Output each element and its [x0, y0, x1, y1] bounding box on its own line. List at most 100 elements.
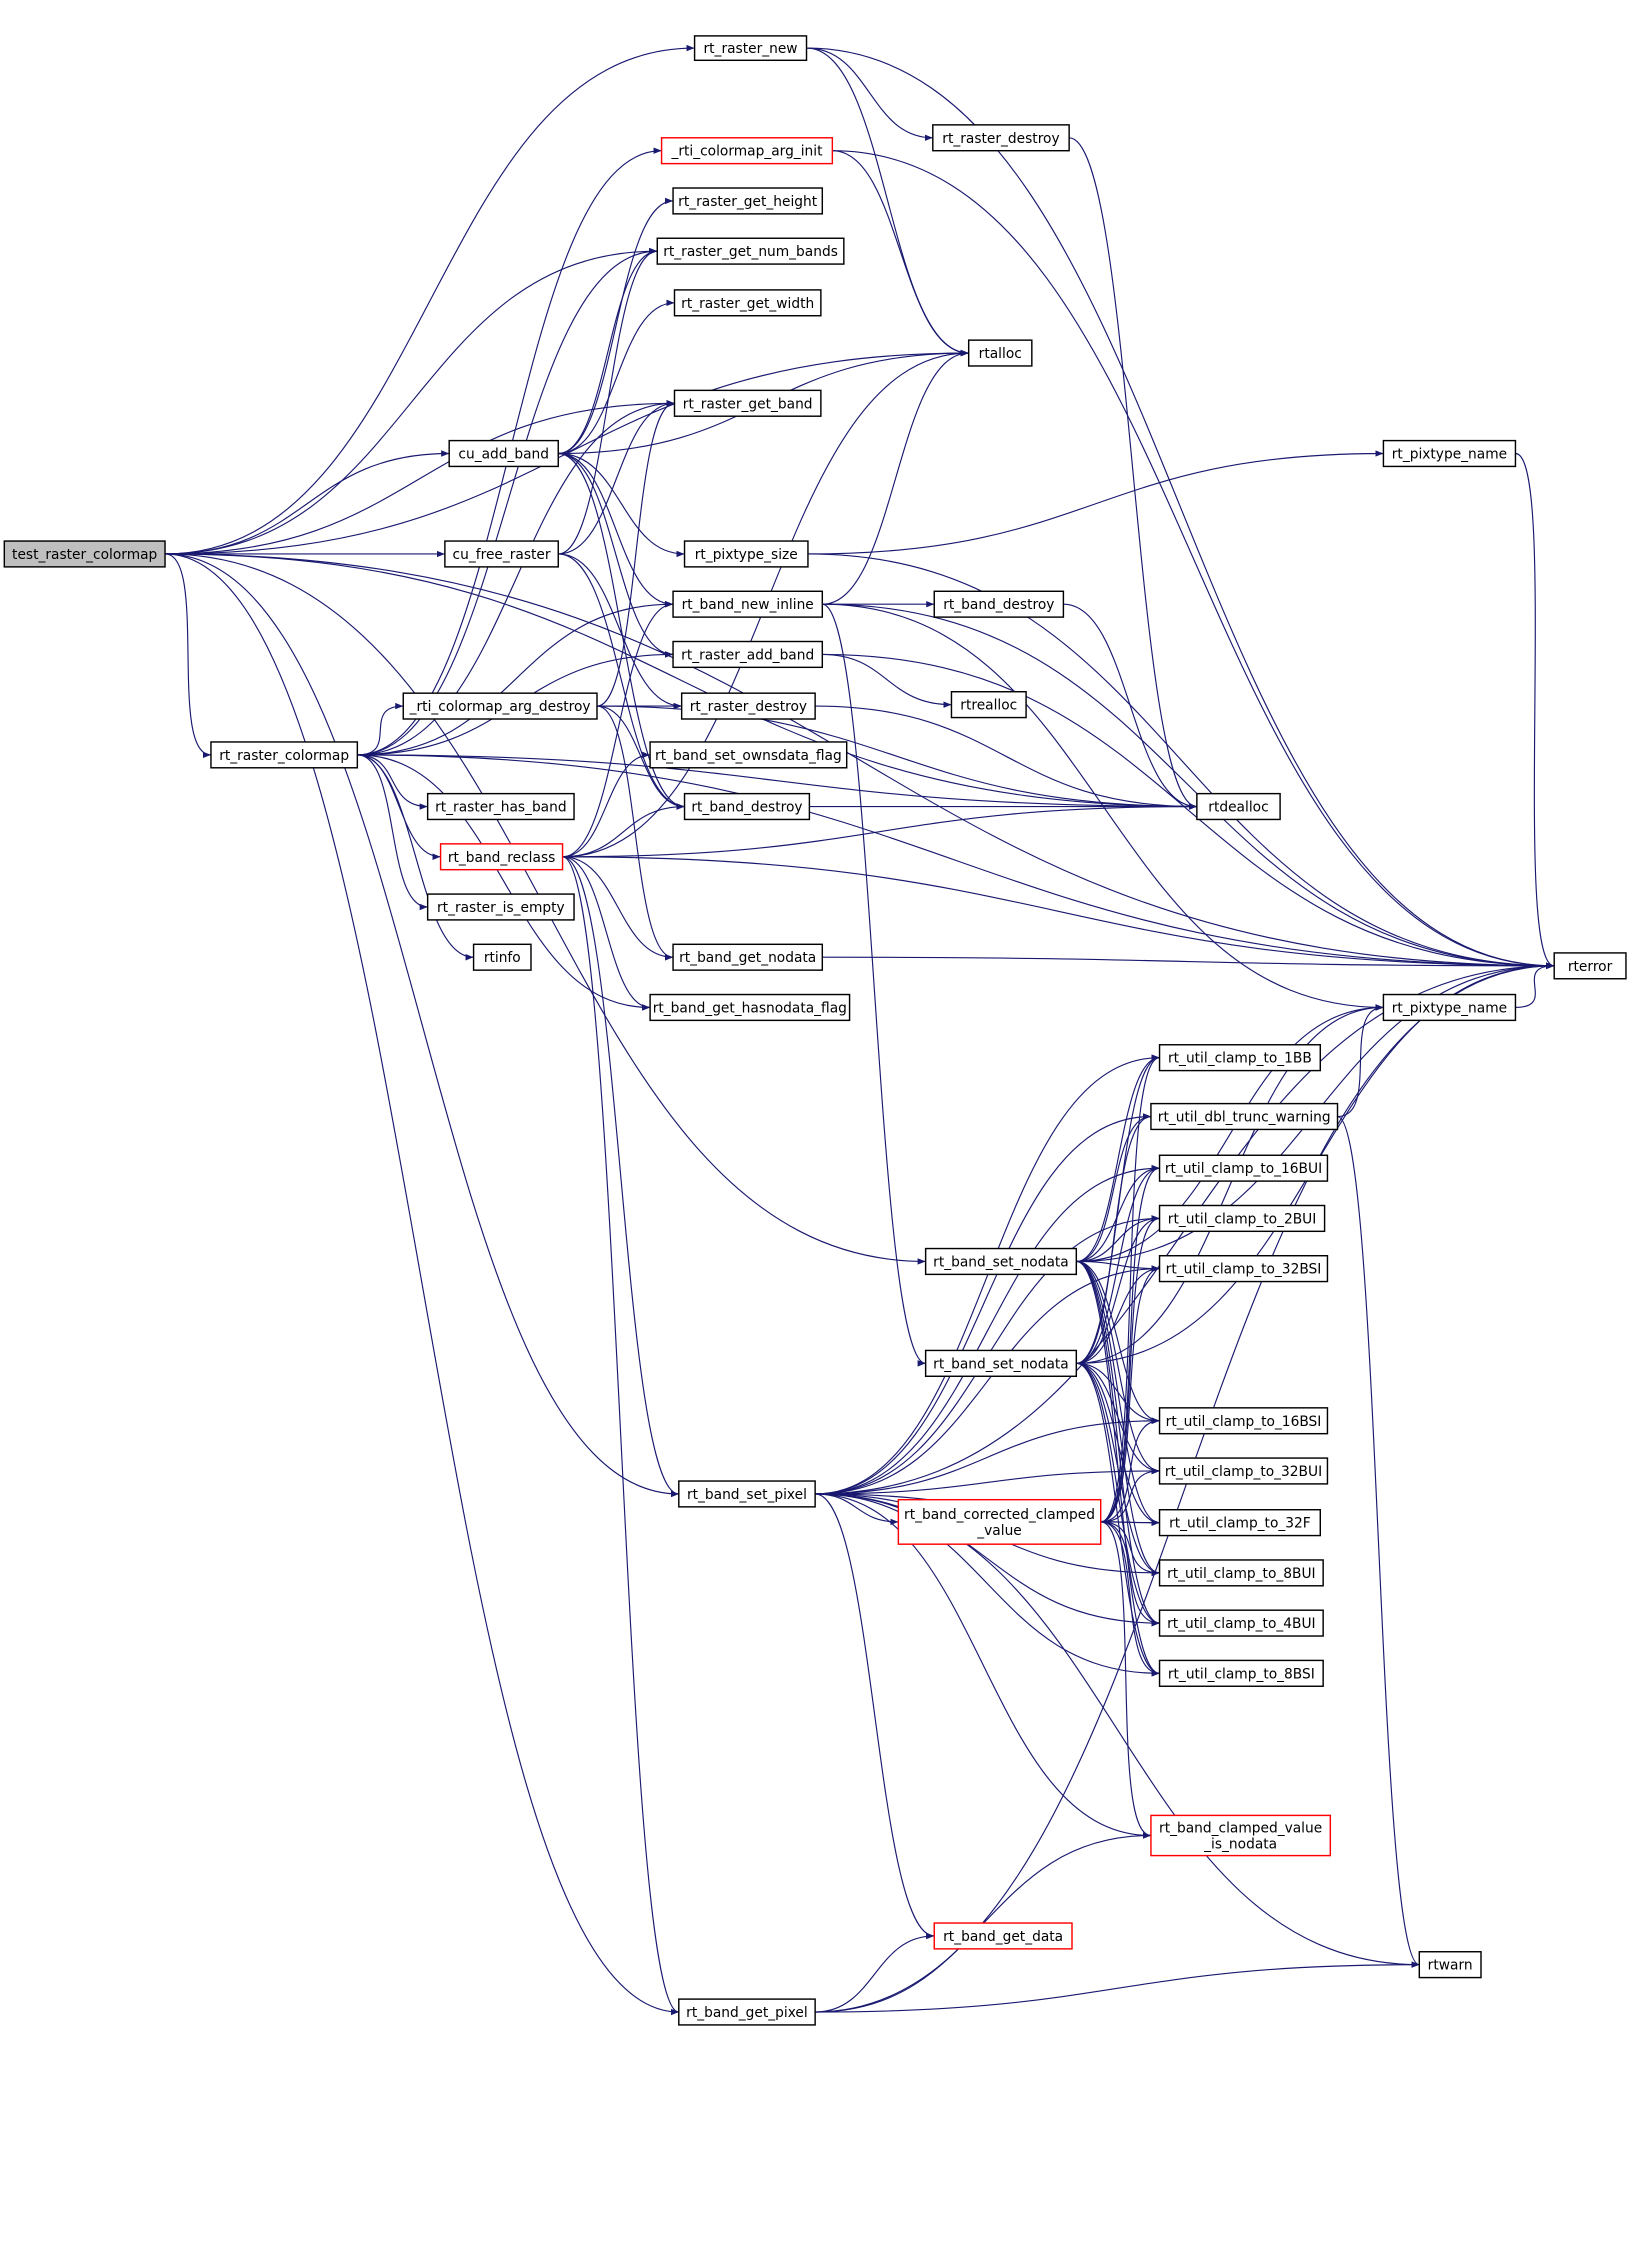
node-cu-add-band[interactable]: cu_add_band [448, 439, 559, 468]
edge-rt-util-dbl-trunc-warning-to-rt-pixtype-name-b [1337, 1004, 1384, 1118]
edge-rt-band-corrected-clamped-value-to-rt-util-clamp-to-32bsi [1100, 1265, 1160, 1523]
node-rt-band-get-hasnodata-flag[interactable]: rt_band_get_hasnodata_flag [649, 993, 851, 1022]
node-rt-band-clamped-value-is-nodata[interactable]: rt_band_clamped_value_is_nodata [1150, 1814, 1332, 1857]
node-rti-colormap-arg-init[interactable]: _rti_colormap_arg_init [660, 137, 834, 165]
nodes-layer: test_raster_colormap rt_raster_new _rti_co… [3, 35, 1627, 2026]
node-rt-band-set-nodata-a[interactable]: rt_band_set_nodata [924, 1247, 1078, 1276]
node-label: rt_band_new_inline [682, 597, 814, 613]
node-box [678, 1998, 816, 2026]
node-rt-band-set-ownsdata-flag[interactable]: rt_band_set_ownsdata_flag [649, 741, 848, 769]
node-rt-raster-get-height[interactable]: rt_raster_get_height [672, 187, 824, 215]
node-rterror[interactable]: rterror [1553, 952, 1627, 980]
node-rt-util-clamp-to-2bui[interactable]: rt_util_clamp_to_2BUI [1158, 1204, 1326, 1233]
node-label: rt_raster_has_band [435, 800, 566, 816]
node-rt-util-clamp-to-32f[interactable]: rt_util_clamp_to_32F [1158, 1509, 1321, 1537]
edge-rt-band-set-nodata-b-to-rt-util-clamp-to-32bsi [1076, 1265, 1160, 1364]
node-box [1382, 993, 1517, 1022]
node-rt-util-clamp-to-16bui[interactable]: rt_util_clamp_to_16BUI [1158, 1154, 1329, 1182]
edge-rt-band-set-pixel-to-rt-band-clamped-value-is-nodata [815, 1493, 1151, 1839]
node-rt-band-get-nodata[interactable]: rt_band_get_nodata [672, 943, 824, 971]
node-rt-raster-new[interactable]: rt_raster_new [693, 35, 808, 62]
node-rt-band-set-nodata-b[interactable]: rt_band_set_nodata [924, 1349, 1078, 1377]
node-rt-band-get-data[interactable]: rt_band_get_data [933, 1922, 1073, 1950]
node-rt-band-reclass[interactable]: rt_band_reclass [439, 843, 564, 871]
edge-cu-free-raster-to-rt-raster-destroy-b [558, 553, 682, 710]
edge-test-raster-colormap-to-rt-band-set-pixel [165, 553, 679, 1498]
node-rt-raster-add-band[interactable]: rt_raster_add_band [672, 640, 824, 669]
edge-rt-pixtype-size-to-rterror [807, 553, 1555, 970]
node-rtwarn[interactable]: rtwarn [1418, 1951, 1482, 1979]
node-rt-raster-destroy-b[interactable]: rt_raster_destroy [680, 692, 816, 720]
node-box [672, 590, 824, 618]
node-rt-band-destroy-a[interactable]: rt_band_destroy [933, 590, 1065, 618]
node-rt-pixtype-name-a[interactable]: rt_pixtype_name [1382, 439, 1517, 468]
node-cu-free-raster[interactable]: cu_free_raster [444, 540, 559, 568]
node-label: rt_util_clamp_to_32BUI [1165, 1464, 1322, 1480]
node-label: rt_band_set_nodata [933, 1254, 1069, 1270]
edges-layer [165, 44, 1555, 2016]
edge-rt-band-reclass-to-rt-band-get-hasnodata-flag [562, 856, 651, 1011]
edge-rt-util-dbl-trunc-warning-to-rtwarn [1337, 1115, 1420, 1968]
edge-rt-band-corrected-clamped-value-to-rt-util-clamp-to-16bsi [1100, 1417, 1160, 1523]
node-rtalloc[interactable]: rtalloc [967, 339, 1033, 367]
node-rt-raster-get-num-bands[interactable]: rt_raster_get_num_bands [656, 237, 845, 265]
node-label: rt_raster_get_num_bands [663, 244, 838, 260]
node-rt-band-corrected-clamped-value[interactable]: rt_band_corrected_clamped_value [897, 1498, 1102, 1545]
edge-rt-band-set-nodata-b-to-rt-util-dbl-trunc-warning [1076, 1113, 1151, 1364]
edge-cu-free-raster-to-rt-band-destroy-b [558, 553, 685, 810]
node-rt-band-destroy-b[interactable]: rt_band_destroy [683, 792, 811, 821]
node-rt-raster-has-band[interactable]: rt_raster_has_band [426, 792, 575, 821]
node-rt-util-clamp-to-16bsi[interactable]: rt_util_clamp_to_16BSI [1158, 1407, 1329, 1435]
node-label: rt_band_corrected_clamped [904, 1507, 1095, 1523]
node-box [444, 540, 559, 568]
node-rt-util-dbl-trunc-warning[interactable]: rt_util_dbl_trunc_warning [1150, 1102, 1339, 1131]
node-rt-band-get-pixel[interactable]: rt_band_get_pixel [678, 1998, 816, 2026]
node-rt-util-clamp-to-4bui[interactable]: rt_util_clamp_to_4BUI [1158, 1609, 1324, 1637]
node-rtrealloc[interactable]: rtrealloc [950, 691, 1027, 719]
node-box [426, 792, 575, 821]
node-rti-colormap-arg-destroy[interactable]: _rti_colormap_arg_destroy [402, 692, 598, 720]
node-rt-util-clamp-to-1bb[interactable]: rt_util_clamp_to_1BB [1158, 1044, 1321, 1072]
edge-rt-band-corrected-clamped-value-to-rt-util-clamp-to-16bui [1100, 1165, 1160, 1523]
edge-rt-band-new-inline-to-rterror [822, 603, 1555, 970]
node-box [933, 1922, 1073, 1950]
node-rt-raster-is-empty[interactable]: rt_raster_is_empty [426, 893, 575, 921]
node-label: rt_util_clamp_to_8BSI [1168, 1666, 1315, 1682]
edge-rti-colormap-arg-init-to-rterror [832, 150, 1555, 970]
node-rt-raster-get-band[interactable]: rt_raster_get_band [673, 389, 822, 417]
node-label: rt_pixtype_size [695, 547, 798, 563]
edge-rt-raster-new-to-rtalloc [806, 47, 969, 357]
node-label: _is_nodata [1203, 1836, 1277, 1852]
node-rtdealloc[interactable]: rtdealloc [1196, 792, 1281, 821]
node-box [649, 993, 851, 1022]
edge-rt-band-destroy-a-to-rtdealloc [1063, 603, 1197, 810]
edge-test-raster-colormap-to-cu-add-band [165, 450, 450, 555]
node-rt-raster-get-width[interactable]: rt_raster_get_width [673, 289, 822, 317]
edge-rt-band-get-pixel-to-rtwarn [815, 1961, 1420, 2013]
node-box [673, 289, 822, 317]
node-rt-util-clamp-to-8bsi[interactable]: rt_util_clamp_to_8BSI [1158, 1659, 1324, 1687]
node-label: rt_raster_add_band [681, 647, 814, 663]
node-rt-pixtype-name-b[interactable]: rt_pixtype_name [1382, 993, 1517, 1022]
edge-rt-band-set-nodata-b-to-rt-util-clamp-to-8bsi [1076, 1362, 1160, 1677]
node-rt-util-clamp-to-32bui[interactable]: rt_util_clamp_to_32BUI [1158, 1457, 1329, 1485]
node-box [1553, 952, 1627, 980]
edge-rt-band-corrected-clamped-value-to-rt-util-clamp-to-1bb [1100, 1054, 1160, 1523]
node-rt-util-clamp-to-8bui[interactable]: rt_util_clamp_to_8BUI [1158, 1559, 1324, 1587]
node-rt-util-clamp-to-32bsi[interactable]: rt_util_clamp_to_32BSI [1158, 1255, 1329, 1283]
edge-rt-band-reclass-to-rt-band-get-pixel [562, 856, 679, 2016]
edge-rt-band-reclass-to-rtdealloc [562, 803, 1197, 858]
node-box [672, 187, 824, 215]
node-box [683, 792, 811, 821]
edge-rt-band-set-pixel-to-rt-util-clamp-to-1bb [815, 1054, 1160, 1495]
node-rtinfo[interactable]: rtinfo [472, 943, 532, 971]
node-box [932, 124, 1070, 152]
edge-rt-raster-add-band-to-rtrealloc [822, 653, 952, 708]
node-rt-raster-colormap[interactable]: rt_raster_colormap [210, 741, 359, 769]
node-rt-band-set-pixel[interactable]: rt_band_set_pixel [678, 1480, 816, 1508]
node-test-raster-colormap[interactable]: test_raster_colormap [3, 540, 166, 568]
node-rt-band-new-inline[interactable]: rt_band_new_inline [672, 590, 824, 618]
node-rt-raster-destroy-a[interactable]: rt_raster_destroy [932, 124, 1070, 152]
node-rt-pixtype-size[interactable]: rt_pixtype_size [683, 540, 809, 568]
edge-cu-add-band-to-rt-pixtype-size [558, 452, 685, 558]
